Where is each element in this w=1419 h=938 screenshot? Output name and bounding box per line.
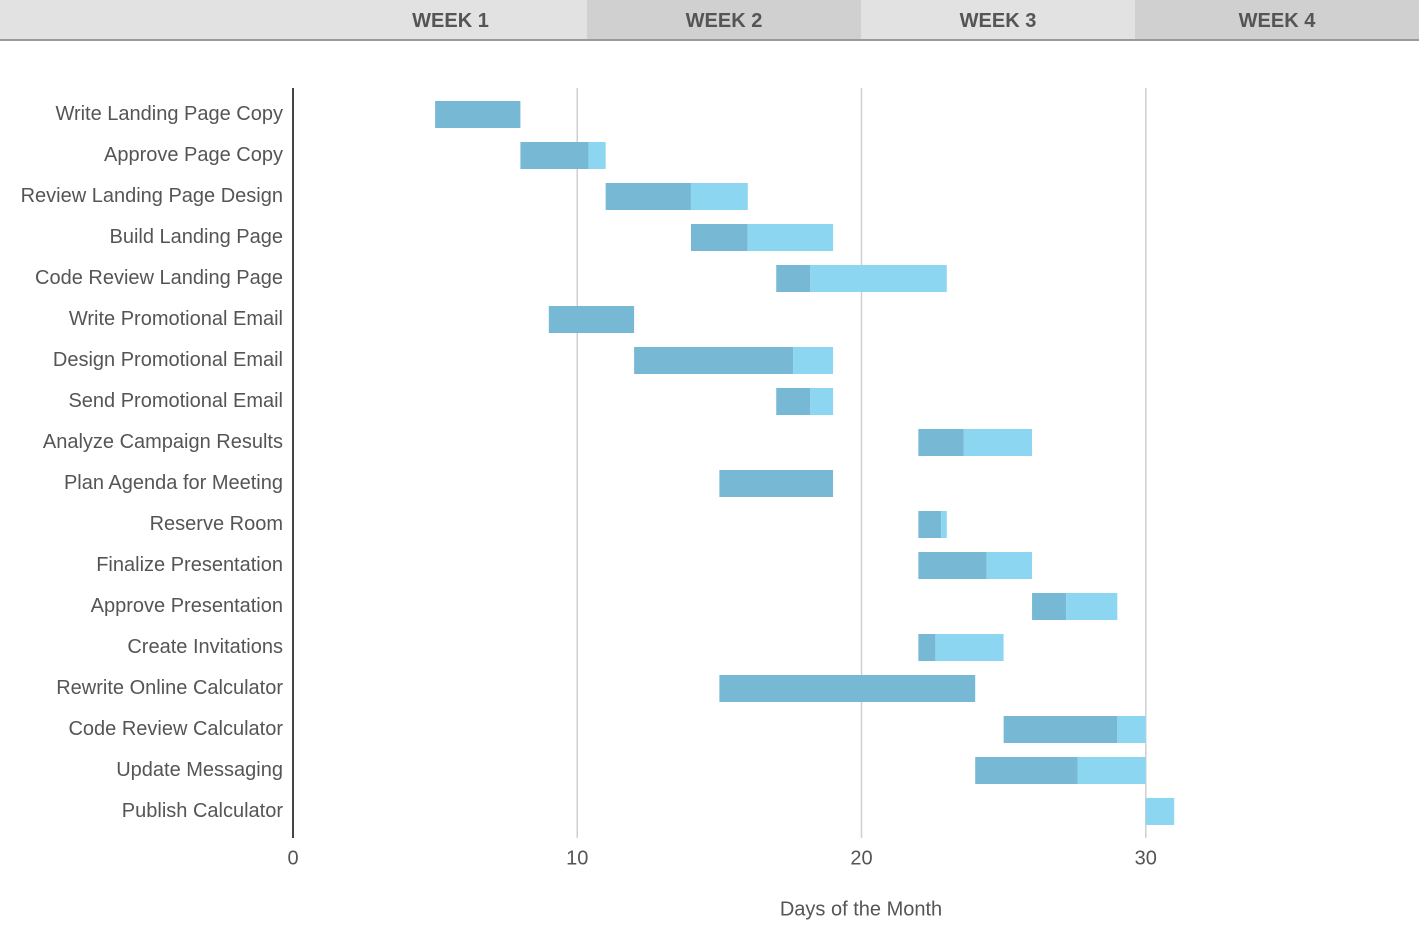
x-tick-label: 20	[850, 847, 872, 869]
bar-done	[776, 265, 811, 292]
y-tick-label: Design Promotional Email	[53, 349, 283, 371]
week-label: WEEK 4	[1135, 0, 1419, 39]
bar-offset	[293, 757, 975, 784]
bar-done	[918, 634, 936, 661]
bar-done	[634, 347, 794, 374]
bar-remaining	[1066, 593, 1118, 620]
bar-done	[1032, 593, 1067, 620]
bar-remaining	[963, 429, 1033, 456]
bar-done	[1003, 716, 1118, 743]
bar-done	[435, 101, 521, 128]
bar-offset	[293, 634, 918, 661]
bar-done	[918, 511, 942, 538]
bar-remaining	[810, 265, 947, 292]
y-tick-label: Code Review Landing Page	[35, 267, 283, 289]
y-tick-label: Create Invitations	[127, 636, 283, 658]
bar-offset	[293, 306, 549, 333]
y-tick-label: Reserve Room	[150, 513, 283, 535]
y-tick-label: Review Landing Page Design	[21, 185, 283, 207]
bar-offset	[293, 798, 1146, 825]
bar-remaining	[747, 224, 834, 251]
bar-offset	[293, 388, 776, 415]
y-tick-label: Plan Agenda for Meeting	[64, 472, 283, 494]
bar-done	[605, 183, 691, 210]
bar-done	[918, 552, 987, 579]
y-tick-label: Publish Calculator	[122, 800, 284, 822]
y-tick-label: Send Promotional Email	[68, 390, 283, 412]
bar-remaining	[935, 634, 1004, 661]
bar-done	[918, 429, 964, 456]
bar-offset	[293, 142, 520, 169]
week-label: WEEK 1	[314, 0, 587, 39]
bar-offset	[293, 224, 691, 251]
y-tick-label: Write Landing Page Copy	[55, 103, 283, 125]
bar-done	[548, 306, 635, 333]
bar-offset	[293, 552, 918, 579]
y-tick-label: Write Promotional Email	[69, 308, 283, 330]
bar-offset	[293, 511, 918, 538]
x-tick-label: 10	[566, 847, 588, 869]
y-tick-label: Approve Page Copy	[104, 144, 283, 166]
bar-done	[719, 675, 976, 702]
bar-remaining	[1117, 716, 1146, 743]
bar-offset	[293, 593, 1032, 620]
bar-offset	[293, 470, 719, 497]
bar-offset	[293, 101, 435, 128]
y-tick-label: Finalize Presentation	[96, 554, 283, 576]
bar-remaining	[986, 552, 1033, 579]
bar-offset	[293, 675, 719, 702]
y-tick-label: Code Review Calculator	[68, 718, 283, 740]
bar-offset	[293, 347, 634, 374]
bar-done	[975, 757, 1078, 784]
bar-offset	[293, 429, 918, 456]
bar-done	[690, 224, 748, 251]
y-tick-label: Approve Presentation	[91, 595, 283, 617]
bar-remaining	[1077, 757, 1146, 784]
y-tick-label: Build Landing Page	[110, 226, 283, 248]
bar-offset	[293, 183, 606, 210]
bar-done	[520, 142, 589, 169]
bar-remaining	[810, 388, 834, 415]
bar-remaining	[690, 183, 748, 210]
x-tick-label: 0	[287, 847, 298, 869]
bar-remaining	[1145, 798, 1175, 825]
bar-offset	[293, 716, 1004, 743]
y-tick-label: Update Messaging	[116, 759, 283, 781]
bar-done	[719, 470, 834, 497]
week-label: WEEK 2	[587, 0, 861, 39]
bar-offset	[293, 265, 776, 292]
x-tick-label: 30	[1135, 847, 1157, 869]
week-label: WEEK 3	[861, 0, 1135, 39]
bar-done	[776, 388, 811, 415]
y-tick-label: Rewrite Online Calculator	[56, 677, 283, 699]
x-axis-title: Days of the Month	[780, 898, 942, 920]
week-header: WEEK 1 WEEK 2 WEEK 3 WEEK 4	[0, 0, 1419, 41]
bar-remaining	[941, 511, 947, 538]
y-tick-label: Analyze Campaign Results	[43, 431, 283, 453]
bar-remaining	[588, 142, 606, 169]
bar-remaining	[793, 347, 834, 374]
